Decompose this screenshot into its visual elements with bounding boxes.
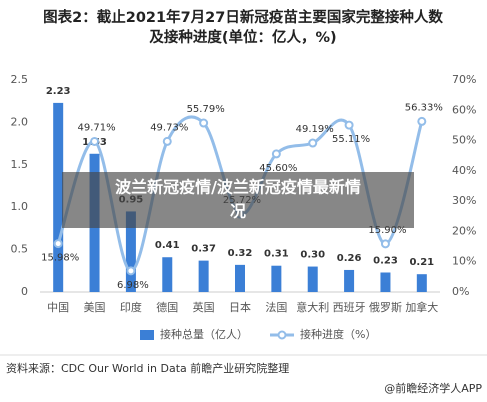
line-label: 56.33%: [405, 102, 443, 113]
bar: [235, 264, 245, 292]
x-tick-label: 印度: [120, 300, 142, 314]
line-point: [271, 149, 281, 159]
banner: [62, 172, 414, 228]
bar-label: 0.21: [409, 257, 434, 268]
y-tick-label: 0.5: [11, 243, 29, 256]
banner-text: 况: [230, 202, 246, 221]
banner-text: 波兰新冠疫情/波兰新冠疫情最新情: [115, 178, 361, 197]
y-tick-label: 0: [21, 285, 28, 298]
y2-tick-label: 70%: [452, 73, 476, 86]
x-tick-label: 意大利: [296, 300, 329, 314]
bar: [162, 257, 173, 292]
y2-tick-label: 40%: [452, 164, 476, 177]
y2-tick-label: 60%: [452, 103, 476, 116]
line-label: 55.11%: [332, 134, 370, 145]
y2-tick-label: 10%: [452, 255, 476, 268]
bar: [380, 272, 391, 292]
y2-tick-label: 50%: [452, 134, 476, 147]
line-label: 45.60%: [259, 163, 297, 174]
line-point: [417, 116, 427, 126]
y2-tick-label: 20%: [452, 224, 476, 237]
bar: [53, 102, 64, 292]
x-tick-label: 德国: [156, 300, 178, 314]
line-label: 15.90%: [368, 225, 406, 236]
legend-label: 接种进度（%）: [300, 327, 376, 341]
bar: [125, 211, 136, 292]
x-tick-label: 俄罗斯: [369, 301, 402, 314]
legend-label: 接种总量（亿人）: [160, 327, 248, 341]
line-label: 6.98%: [117, 280, 149, 291]
legend-swatch: [277, 330, 287, 340]
bar-label: 0.23: [373, 255, 398, 266]
x-tick-label: 西班牙: [333, 301, 366, 314]
bar: [416, 274, 427, 292]
line-point: [308, 138, 318, 148]
line-point: [380, 239, 390, 249]
bar: [344, 269, 355, 292]
bar-label: 0.32: [228, 248, 253, 259]
x-tick-label: 加拿大: [405, 300, 438, 314]
x-tick-label: 英国: [193, 300, 215, 314]
legend-swatch: [140, 330, 154, 340]
y-tick-label: 2.5: [11, 73, 29, 86]
footer: @前瞻经济学人APP: [384, 381, 482, 395]
line-label: 15.98%: [41, 253, 79, 264]
bar-label: 2.23: [46, 86, 71, 97]
x-tick-label: 美国: [84, 301, 106, 314]
x-tick-label: 日本: [229, 300, 251, 314]
line-label: 55.79%: [187, 104, 225, 115]
line-point: [199, 118, 209, 128]
bar: [307, 266, 318, 292]
x-tick-label: 法国: [265, 300, 287, 314]
source: 资料来源：CDC Our World in Data 前瞻产业研究院整理: [6, 361, 289, 375]
bar-label: 0.31: [264, 249, 289, 260]
bar-label: 0.26: [337, 253, 362, 264]
y-tick-label: 1.0: [11, 200, 29, 213]
y-tick-label: 2.0: [11, 115, 29, 128]
bar: [198, 260, 209, 292]
x-tick-label: 中国: [47, 301, 69, 314]
y2-tick-label: 0%: [452, 285, 469, 298]
line-point: [162, 136, 172, 146]
bar: [271, 265, 282, 292]
chart-title: 图表2：截止2021年7月27日新冠疫苗主要国家完整接种人数: [43, 8, 443, 26]
line-point: [126, 266, 136, 276]
y-tick-label: 1.5: [11, 158, 29, 171]
line-label: 49.19%: [296, 124, 334, 135]
line-label: 49.71%: [77, 122, 115, 133]
bar-label: 0.41: [155, 240, 180, 251]
bar-label: 0.30: [300, 250, 325, 261]
bar-label: 0.37: [191, 244, 216, 255]
line-label: 49.73%: [150, 122, 188, 133]
chart-subtitle: 及接种进度(单位：亿人，%): [149, 28, 336, 46]
line-point: [53, 239, 63, 249]
line-point: [90, 136, 100, 146]
y2-tick-label: 30%: [452, 194, 476, 207]
line-point: [344, 120, 354, 130]
